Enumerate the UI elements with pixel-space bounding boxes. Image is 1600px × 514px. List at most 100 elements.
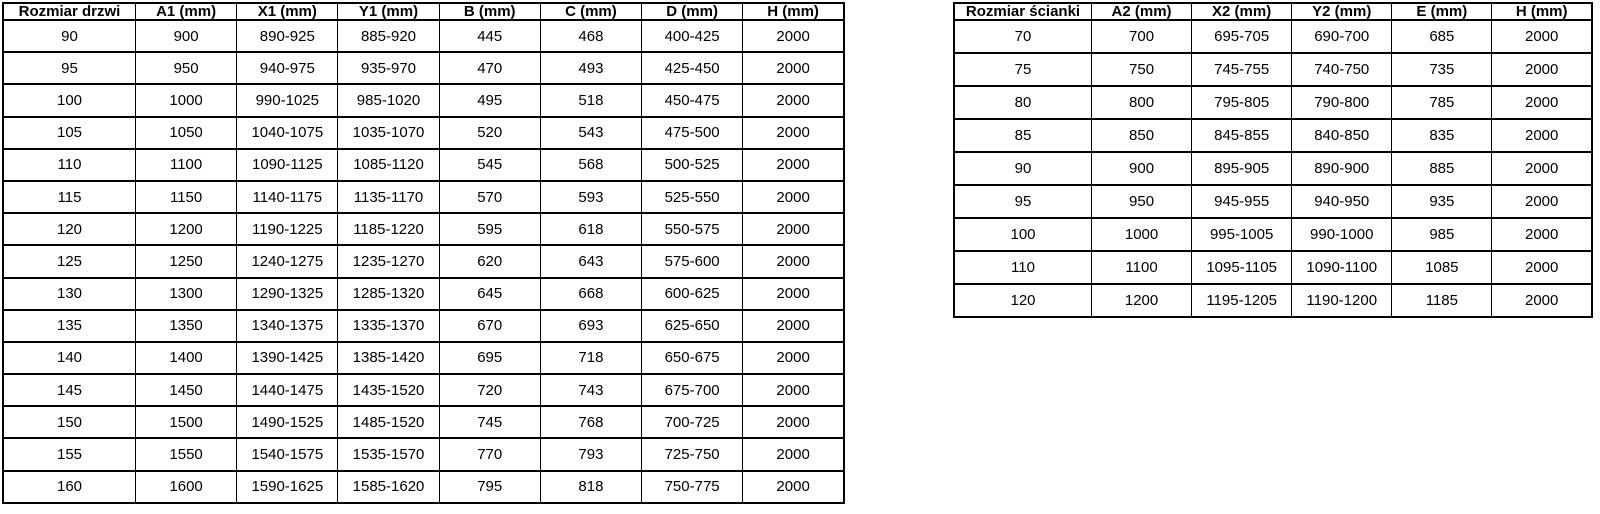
- table-cell: 445: [438, 18, 541, 54]
- table-cell: 985-1020: [337, 83, 440, 118]
- table-cell: 2000: [1491, 19, 1593, 54]
- table-cell: 650-675: [641, 340, 744, 376]
- table-cell: 900: [1090, 151, 1193, 186]
- table-cell: 1040-1075: [236, 115, 339, 150]
- table-cell: 2000: [742, 115, 845, 150]
- table-cell: 690-700: [1291, 19, 1393, 54]
- table-cell: 1535-1570: [337, 437, 440, 472]
- table-row: 95 950 945-955 940-950 935 2000: [953, 184, 1593, 219]
- table-row: 140 1400 1390-1425 1385-1420 695 718 650-675 20…: [2, 340, 845, 376]
- table-cell: 1450: [134, 373, 238, 408]
- table-row: 90 900 890-925 885-920 445 468 400-425 2000: [2, 18, 845, 54]
- table-cell: 155: [2, 437, 136, 472]
- table-cell: 520: [438, 115, 541, 150]
- table-cell: 493: [539, 51, 643, 86]
- table-row: 150 1500 1490-1525 1485-1520 745 768 700-725 20…: [2, 405, 845, 440]
- table-cell: 1435-1520: [337, 373, 440, 408]
- table-cell: 1140-1175: [236, 179, 339, 215]
- table-cell: 990-1000: [1291, 217, 1393, 252]
- table-cell: 160: [2, 469, 136, 505]
- table-row: 145 1450 1440-1475 1435-1520 720 743 675-700 20…: [2, 373, 845, 408]
- table-cell: 1190-1225: [236, 212, 339, 247]
- table-cell: 1200: [134, 212, 238, 247]
- table-cell: 695-705: [1191, 19, 1293, 54]
- table-row: 100 1000 990-1025 985-1020 495 518 450-475 2000: [2, 83, 845, 118]
- table-cell: 940-975: [236, 51, 339, 86]
- table-cell: 2000: [1491, 118, 1593, 153]
- table-cell: 2000: [1491, 217, 1593, 252]
- table-cell: 2000: [742, 276, 845, 311]
- table-cell: 768: [539, 405, 643, 440]
- table-row: 125 1250 1240-1275 1235-1270 620 643 575-600 20…: [2, 244, 845, 279]
- table-cell: 1335-1370: [337, 308, 440, 343]
- table-row: 80 800 795-805 790-800 785 2000: [953, 85, 1593, 120]
- table-cell: 2000: [1491, 283, 1593, 318]
- table-cell: 105: [2, 115, 136, 150]
- table-cell: 1300: [134, 276, 238, 311]
- table-cell: 1240-1275: [236, 244, 339, 279]
- table-cell: 1540-1575: [236, 437, 339, 472]
- table-cell: 80: [953, 85, 1092, 120]
- table-cell: 950: [1090, 184, 1193, 219]
- table-cell: 745: [438, 405, 541, 440]
- table-cell: 700: [1090, 19, 1193, 54]
- table-cell: 1035-1070: [337, 115, 440, 150]
- table-cell: 890-925: [236, 18, 339, 54]
- table-cell: 125: [2, 244, 136, 279]
- table-cell: 645: [438, 276, 541, 311]
- table-cell: 770: [438, 437, 541, 472]
- column-header: B (mm): [438, 2, 541, 21]
- table-cell: 685: [1391, 19, 1493, 54]
- column-header: H (mm): [1491, 2, 1593, 21]
- table-cell: 1350: [134, 308, 238, 343]
- table-cell: 2000: [742, 437, 845, 472]
- table-cell: 110: [2, 147, 136, 182]
- table-cell: 845-855: [1191, 118, 1293, 153]
- table-row: 135 1350 1340-1375 1335-1370 670 693 625-650 20…: [2, 308, 845, 343]
- table-cell: 2000: [1491, 52, 1593, 87]
- column-header: X1 (mm): [236, 2, 339, 21]
- table-cell: 85: [953, 118, 1092, 153]
- table-row: 110 1100 1095-1105 1090-1100 1085 2000: [953, 250, 1593, 285]
- table-cell: 620: [438, 244, 541, 279]
- table-row: 95 950 940-975 935-970 470 493 425-450 2000: [2, 51, 845, 86]
- table-cell: 795: [438, 469, 541, 505]
- table-cell: 995-1005: [1191, 217, 1293, 252]
- table-cell: 90: [953, 151, 1092, 186]
- table-cell: 475-500: [641, 115, 744, 150]
- column-header: Rozmiar ścianki: [953, 2, 1092, 21]
- table-cell: 2000: [1491, 250, 1593, 285]
- table-cell: 400-425: [641, 18, 744, 54]
- table-cell: 785: [1391, 85, 1493, 120]
- table-cell: 595: [438, 212, 541, 247]
- table-row: 130 1300 1290-1325 1285-1320 645 668 600-625 20…: [2, 276, 845, 311]
- table-cell: 575-600: [641, 244, 744, 279]
- table-cell: 2000: [742, 405, 845, 440]
- table-row: 120 1200 1195-1205 1190-1200 1185 2000: [953, 283, 1593, 318]
- column-header: D (mm): [641, 2, 744, 21]
- table-cell: 115: [2, 179, 136, 215]
- table-cell: 468: [539, 18, 643, 54]
- table-cell: 1490-1525: [236, 405, 339, 440]
- table-cell: 625-650: [641, 308, 744, 343]
- table-cell: 470: [438, 51, 541, 86]
- table-cell: 643: [539, 244, 643, 279]
- column-header: X2 (mm): [1191, 2, 1293, 21]
- table-cell: 110: [953, 250, 1092, 285]
- table-cell: 1200: [1090, 283, 1193, 318]
- column-header: H (mm): [742, 2, 845, 21]
- table-cell: 2000: [742, 373, 845, 408]
- table-cell: 70: [953, 19, 1092, 54]
- table-cell: 1385-1420: [337, 340, 440, 376]
- table-cell: 990-1025: [236, 83, 339, 118]
- table-cell: 1440-1475: [236, 373, 339, 408]
- table-cell: 1100: [134, 147, 238, 182]
- table-cell: 600-625: [641, 276, 744, 311]
- table-cell: 940-950: [1291, 184, 1393, 219]
- table-cell: 1290-1325: [236, 276, 339, 311]
- table-cell: 1050: [134, 115, 238, 150]
- table-cell: 120: [953, 283, 1092, 318]
- table-cell: 1285-1320: [337, 276, 440, 311]
- table-cell: 2000: [742, 340, 845, 376]
